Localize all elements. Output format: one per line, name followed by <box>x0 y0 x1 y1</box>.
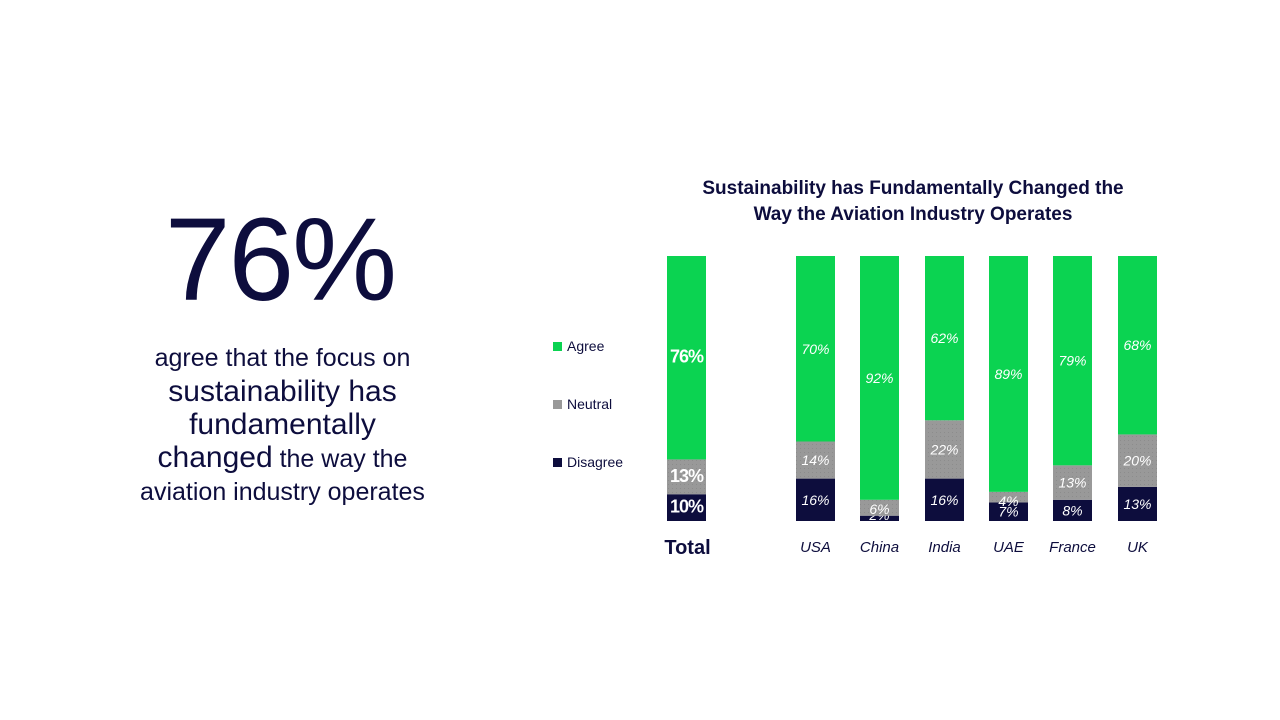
bar-china-agree <box>860 256 899 500</box>
label-total-disagree: 10% <box>670 497 704 517</box>
label-india-disagree: 16% <box>930 492 958 508</box>
bar-china-disagree <box>860 515 899 521</box>
bar-usa-neutral <box>796 441 835 479</box>
bar-france-agree <box>1053 256 1092 466</box>
label-uk-agree: 68% <box>1123 337 1151 353</box>
chart-title-line-1: Sustainability has Fundamentally Changed… <box>702 178 1124 199</box>
label-france-agree: 79% <box>1058 353 1086 369</box>
category-label-france: France <box>1049 539 1096 556</box>
category-label-uk: UK <box>1127 539 1149 556</box>
bar-india-disagree <box>925 478 964 521</box>
label-france-neutral: 13% <box>1058 475 1086 491</box>
label-uae-disagree: 7% <box>998 504 1018 520</box>
bar-uk-neutral <box>1118 434 1157 487</box>
label-usa-neutral: 14% <box>801 452 829 468</box>
label-uae-neutral: 4% <box>998 493 1018 509</box>
label-total-neutral: 13% <box>670 466 704 486</box>
label-china-neutral: 6% <box>869 501 889 517</box>
label-total-agree: 76% <box>670 347 704 367</box>
desc-line-4: changed the way the <box>110 441 455 476</box>
desc-line-2: sustainability has <box>168 375 397 408</box>
desc-line-5: aviation industry operates <box>140 478 425 506</box>
bar-india-agree <box>925 256 964 421</box>
label-china-agree: 92% <box>865 370 893 386</box>
bar-uae-neutral <box>989 491 1028 503</box>
bar-usa-agree <box>796 256 835 442</box>
headline-description: agree that the focus on sustainability h… <box>110 342 455 509</box>
bar-france-neutral <box>1053 465 1092 500</box>
bar-uae-agree <box>989 256 1028 492</box>
bar-usa-disagree <box>796 478 835 521</box>
bar-india-neutral <box>925 420 964 479</box>
legend-item-disagree: Disagree <box>553 454 623 470</box>
category-label-india: India <box>928 539 961 556</box>
desc-line-1: agree that the focus on <box>154 344 411 372</box>
legend-item-neutral: Neutral <box>553 396 612 412</box>
legend-label-disagree: Disagree <box>567 454 624 470</box>
category-label-china: China <box>860 539 899 556</box>
category-label-usa: USA <box>800 539 831 556</box>
bar-total-neutral <box>667 459 706 495</box>
bar-total-disagree <box>667 494 706 521</box>
chart-title-line-2: Way the Aviation Industry Operates <box>753 204 1073 225</box>
desc-line-3: fundamentally <box>189 408 376 441</box>
bar-uk-disagree <box>1118 486 1157 521</box>
desc-emphasis: changed <box>157 441 273 474</box>
bar-uae-disagree <box>989 502 1028 521</box>
desc-line-4-rest: the way the <box>272 445 408 473</box>
category-label-uae: UAE <box>993 539 1025 556</box>
chart-title: Sustainability has Fundamentally Changed… <box>663 176 1163 228</box>
label-uk-disagree: 13% <box>1123 496 1151 512</box>
bar-france-disagree <box>1053 499 1092 521</box>
headline-stat: 76% <box>164 194 397 326</box>
label-usa-disagree: 16% <box>801 492 829 508</box>
category-label-total: Total <box>664 537 710 559</box>
label-india-neutral: 22% <box>929 441 958 457</box>
legend-label-agree: Agree <box>567 338 605 354</box>
label-france-disagree: 8% <box>1062 502 1082 518</box>
label-uk-neutral: 20% <box>1122 453 1151 469</box>
legend-swatch-disagree <box>553 457 562 467</box>
bar-china-neutral <box>860 499 899 516</box>
label-uae-agree: 89% <box>994 366 1022 382</box>
bar-total-agree <box>667 256 706 460</box>
legend-swatch-agree <box>553 341 562 351</box>
legend-item-agree: Agree <box>553 338 604 354</box>
legend-label-neutral: Neutral <box>567 396 613 412</box>
label-usa-agree: 70% <box>801 341 829 357</box>
bar-uk-agree <box>1118 256 1157 435</box>
label-india-agree: 62% <box>930 330 958 346</box>
legend-swatch-neutral <box>553 399 562 409</box>
